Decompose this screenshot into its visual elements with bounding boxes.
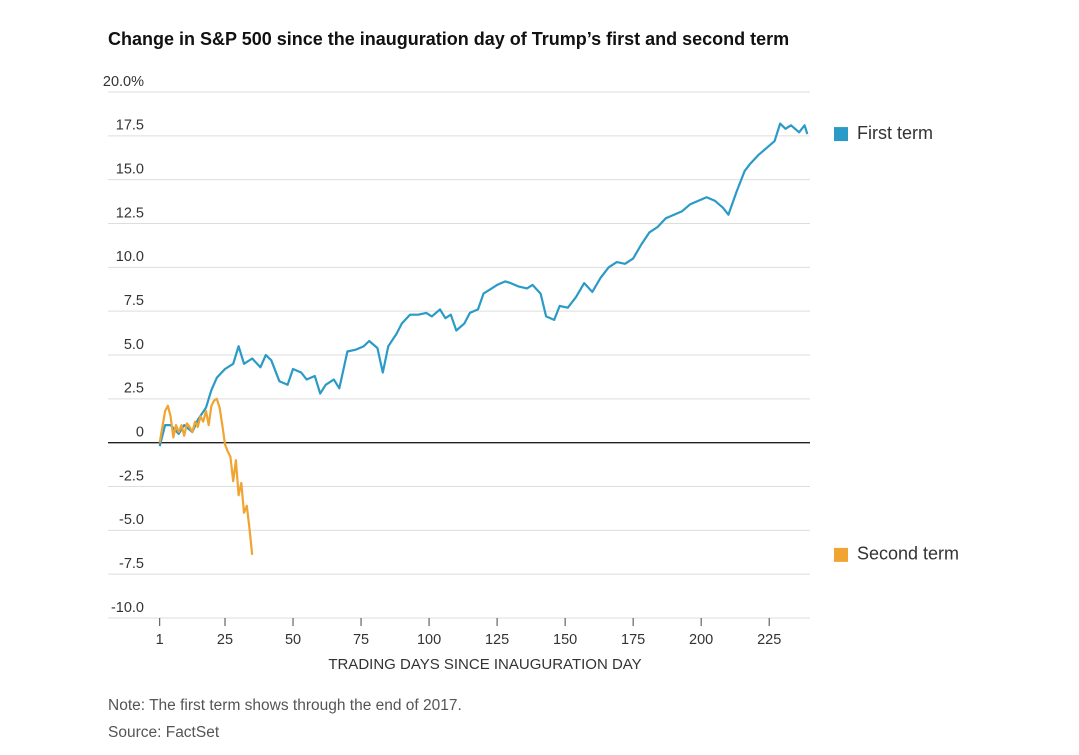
y-tick-label: -7.5 — [119, 556, 144, 572]
x-axis-label: TRADING DAYS SINCE INAUGURATION DAY — [328, 656, 641, 673]
y-tick-label: 2.5 — [124, 381, 144, 397]
legend-label: Second term — [857, 544, 959, 564]
chart-title: Change in S&P 500 since the inauguration… — [108, 29, 789, 49]
x-tick-label: 125 — [485, 632, 509, 648]
y-tick-label: 15.0 — [116, 161, 144, 177]
x-tick-label: 50 — [285, 632, 301, 648]
x-tick-label: 25 — [217, 632, 233, 648]
x-tick-label: 75 — [353, 632, 369, 648]
x-tick-label: 225 — [757, 632, 781, 648]
line — [158, 122, 809, 447]
x-tick-label: 100 — [417, 632, 441, 648]
legend-marker — [834, 127, 848, 142]
source: Source: FactSet — [108, 724, 220, 741]
x-tick-label: 1 — [156, 632, 164, 648]
legend-label: First term — [857, 123, 933, 143]
line — [158, 397, 254, 556]
y-tick-label: 17.5 — [116, 118, 144, 134]
legend-marker — [834, 547, 848, 562]
x-tick-label: 150 — [553, 632, 577, 648]
y-tick-label: -10.0 — [111, 600, 144, 616]
y-tick-label: 10.0 — [116, 249, 144, 265]
x-tick-label: 175 — [621, 632, 645, 648]
y-tick-label: 20.0% — [103, 74, 144, 90]
y-tick-label: 0 — [136, 424, 144, 440]
y-tick-label: -5.0 — [119, 512, 144, 528]
y-tick-label: -2.5 — [119, 468, 144, 484]
y-tick-label: 5.0 — [124, 337, 144, 353]
note: Note: The first term shows through the e… — [108, 697, 462, 714]
y-tick-label: 12.5 — [116, 205, 144, 221]
y-tick-label: 7.5 — [124, 293, 144, 309]
x-tick-label: 200 — [689, 632, 713, 648]
